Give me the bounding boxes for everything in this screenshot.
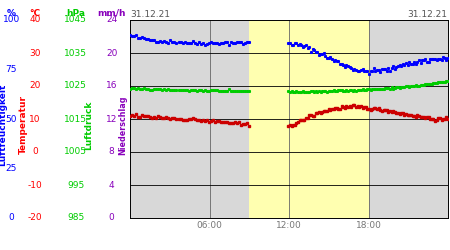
Text: 31.12.21: 31.12.21 [408, 10, 448, 19]
Text: 0: 0 [9, 214, 14, 222]
Text: Niederschlag: Niederschlag [118, 95, 127, 155]
Text: 20: 20 [29, 82, 41, 90]
Text: 75: 75 [5, 65, 17, 74]
Text: 40: 40 [29, 16, 41, 24]
Text: 995: 995 [67, 180, 84, 190]
Text: 24: 24 [106, 16, 117, 24]
Text: 30: 30 [29, 48, 41, 58]
Text: 10: 10 [29, 114, 41, 124]
Text: %: % [7, 8, 16, 18]
Text: 0: 0 [32, 148, 38, 156]
Text: 8: 8 [109, 148, 114, 156]
Text: 100: 100 [3, 16, 20, 24]
Text: Luftfeuchtigkeit: Luftfeuchtigkeit [0, 84, 7, 166]
Text: 0: 0 [109, 214, 114, 222]
Text: 1035: 1035 [64, 48, 87, 58]
Text: 20: 20 [106, 48, 117, 58]
Text: Luftdruck: Luftdruck [85, 100, 94, 150]
Text: 1005: 1005 [64, 148, 87, 156]
Text: -20: -20 [28, 214, 42, 222]
Bar [249, 20, 369, 218]
Text: 1025: 1025 [64, 82, 87, 90]
Text: mm/h: mm/h [97, 8, 126, 18]
Text: 12: 12 [106, 114, 117, 124]
Text: 25: 25 [5, 164, 17, 173]
Text: 985: 985 [67, 214, 84, 222]
Text: 31.12.21: 31.12.21 [130, 10, 170, 19]
Text: 1045: 1045 [64, 16, 87, 24]
Text: 50: 50 [5, 114, 17, 124]
Text: 4: 4 [109, 180, 114, 190]
Text: -10: -10 [28, 180, 42, 190]
Text: hPa: hPa [66, 8, 85, 18]
Text: Temperatur: Temperatur [19, 96, 28, 154]
Text: 1015: 1015 [64, 114, 87, 124]
Text: 16: 16 [106, 82, 117, 90]
Text: °C: °C [30, 8, 40, 18]
